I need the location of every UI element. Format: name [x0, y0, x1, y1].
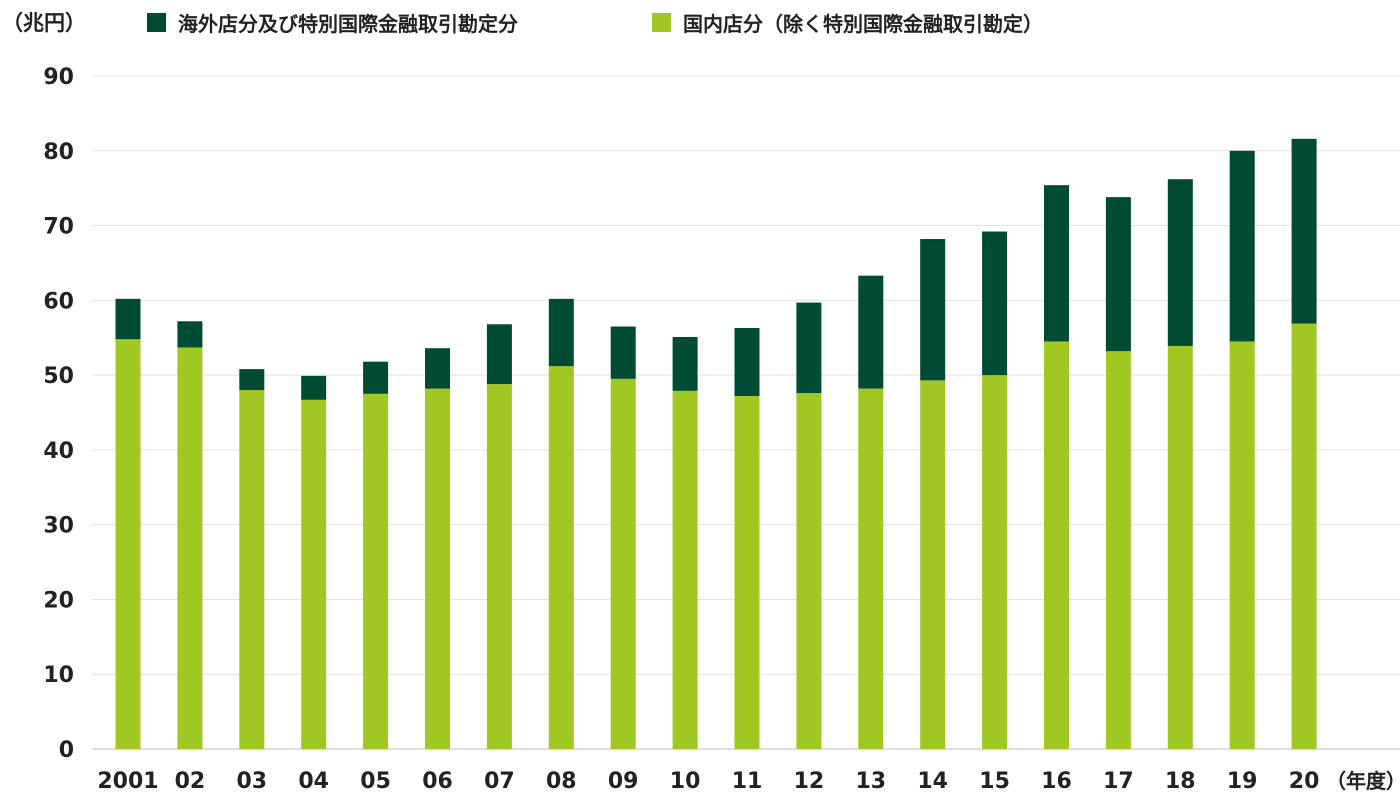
- bar-overseas: [1167, 179, 1193, 346]
- x-tick-label: 04: [298, 769, 329, 794]
- bar-domestic: [858, 388, 884, 749]
- bar-domestic: [1105, 351, 1131, 749]
- bar-domestic: [177, 347, 203, 749]
- bar-overseas: [796, 302, 822, 394]
- y-axis-unit-label: （兆円）: [2, 11, 86, 35]
- y-tick-label: 40: [43, 439, 74, 464]
- y-tick-label: 70: [43, 215, 74, 240]
- x-tick-label: 15: [979, 769, 1010, 794]
- x-tick-label: 09: [608, 769, 639, 794]
- x-tick-label: 02: [175, 769, 206, 794]
- legend-item-overseas: 海外店分及び特別国際金融取引勘定分: [147, 12, 518, 36]
- bar-overseas: [1229, 150, 1255, 342]
- x-tick-label: 19: [1227, 769, 1258, 794]
- x-tick-label: 18: [1165, 769, 1196, 794]
- bar-overseas: [486, 324, 512, 385]
- bar-overseas: [548, 298, 574, 367]
- x-tick-label: 07: [484, 769, 515, 794]
- legend-swatch-overseas: [147, 13, 166, 32]
- bar-overseas: [1291, 138, 1317, 324]
- bar-domestic: [425, 388, 450, 749]
- bar-domestic: [610, 378, 636, 749]
- x-tick-label: 10: [670, 769, 701, 794]
- bar-domestic: [486, 384, 512, 749]
- bar-domestic: [115, 339, 141, 749]
- bar-overseas: [363, 361, 389, 394]
- x-tick-label: 08: [546, 769, 577, 794]
- bar-overseas: [610, 326, 636, 379]
- bar-overseas: [982, 231, 1008, 376]
- bar-domestic: [1167, 345, 1193, 749]
- x-tick-label: 05: [360, 769, 391, 794]
- bar-overseas: [177, 321, 203, 348]
- y-tick-label: 30: [43, 514, 74, 539]
- bar-domestic: [734, 396, 760, 749]
- y-tick-label: 20: [43, 588, 74, 613]
- bar-overseas: [734, 328, 760, 397]
- bar-overseas: [1105, 197, 1131, 352]
- bar-domestic: [1229, 341, 1255, 749]
- axes: 0 10 20 30 40 50 60 70 80 90 2001 02 03 04 05 06 07 08 09 1…: [43, 65, 1319, 794]
- bar-domestic: [548, 366, 574, 749]
- x-tick-label: 17: [1103, 769, 1134, 794]
- x-tick-label: 2001: [97, 769, 158, 794]
- y-tick-label: 50: [43, 364, 74, 389]
- bar-domestic: [363, 393, 389, 749]
- bar-domestic: [796, 393, 822, 749]
- x-tick-label: 11: [732, 769, 763, 794]
- bar-overseas: [672, 336, 698, 391]
- bars: [115, 138, 1317, 749]
- bar-domestic: [1291, 323, 1317, 749]
- bar-overseas: [858, 275, 884, 389]
- x-tick-label: 13: [855, 769, 886, 794]
- bar-domestic: [672, 390, 698, 749]
- y-tick-label: 80: [43, 140, 74, 165]
- bar-overseas: [425, 348, 450, 389]
- bar-domestic: [920, 380, 946, 749]
- legend-label-domestic: 国内店分（除く特別国際金融取引勘定）: [683, 12, 1043, 36]
- x-tick-label: 03: [236, 769, 267, 794]
- legend-label-overseas: 海外店分及び特別国際金融取引勘定分: [178, 12, 518, 36]
- x-tick-label: 06: [422, 769, 453, 794]
- bar-overseas: [115, 298, 141, 340]
- bar-overseas: [1044, 185, 1069, 342]
- x-tick-label: 12: [794, 769, 825, 794]
- x-tick-label: 14: [917, 769, 948, 794]
- legend-swatch-domestic: [652, 13, 671, 32]
- bar-overseas: [920, 239, 946, 381]
- x-axis-unit-label: （年度）: [1326, 769, 1400, 793]
- bar-domestic: [982, 375, 1008, 749]
- y-tick-label: 0: [59, 738, 74, 763]
- bar-domestic: [301, 399, 327, 749]
- legend: 海外店分及び特別国際金融取引勘定分 国内店分（除く特別国際金融取引勘定）: [147, 12, 1043, 36]
- y-tick-label: 60: [43, 289, 74, 314]
- y-tick-label: 10: [43, 663, 74, 688]
- bar-overseas: [301, 375, 327, 400]
- x-tick-label: 16: [1041, 769, 1072, 794]
- bar-domestic: [239, 390, 265, 749]
- legend-item-domestic: 国内店分（除く特別国際金融取引勘定）: [652, 12, 1043, 36]
- x-tick-label: 20: [1289, 769, 1320, 794]
- bar-overseas: [239, 369, 265, 391]
- y-tick-label: 90: [43, 65, 74, 90]
- bar-domestic: [1044, 341, 1069, 749]
